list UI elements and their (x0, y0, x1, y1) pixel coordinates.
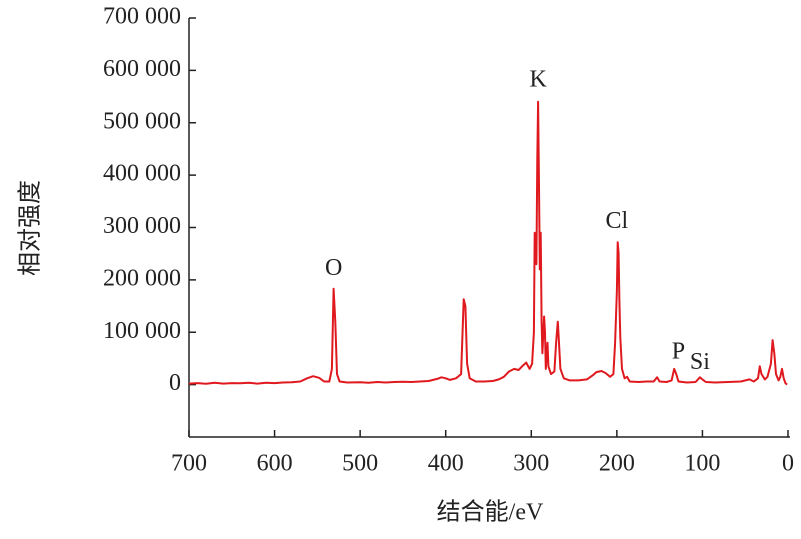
y-tick-label: 700 000 (103, 4, 181, 30)
spectrum-line (188, 100, 788, 386)
y-tick-label: 600 000 (103, 56, 181, 82)
x-tick-label: 700 (171, 451, 207, 477)
peak-annotation: Si (690, 349, 710, 375)
y-tick-label: 400 000 (103, 161, 181, 187)
y-axis-label: 相对强度 (17, 180, 44, 276)
peak-annotation: O (325, 255, 342, 281)
x-tick-label: 100 (684, 451, 720, 477)
y-tick-label: 500 000 (103, 108, 181, 134)
x-tick-label: 0 (782, 451, 794, 477)
x-tick-label: 600 (257, 451, 293, 477)
x-tick-label: 500 (342, 451, 378, 477)
y-tick-label: 200 000 (103, 265, 181, 291)
y-tick-label: 300 000 (103, 213, 181, 239)
peak-annotation: K (529, 66, 547, 92)
peak-annotation: P (672, 339, 685, 365)
peak-annotation: Cl (606, 208, 629, 234)
x-tick-label: 400 (428, 451, 464, 477)
y-tick-label: 0 (169, 370, 181, 396)
y-tick-label: 100 000 (103, 318, 181, 344)
x-axis-label: 结合能/eV (437, 499, 544, 526)
x-tick-label: 200 (599, 451, 635, 477)
x-tick-label: 300 (513, 451, 549, 477)
